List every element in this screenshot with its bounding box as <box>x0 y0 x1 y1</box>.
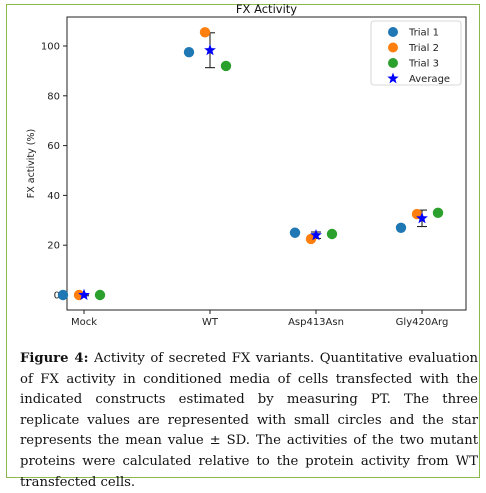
y-axis-label: FX activity (%) <box>26 129 37 198</box>
legend-box <box>370 20 462 86</box>
legend-marker-circle <box>388 42 398 53</box>
chart-title: FX Activity <box>236 2 297 16</box>
trial-point <box>199 27 211 38</box>
plot-area <box>66 16 467 311</box>
legend-marker-circle <box>388 58 398 68</box>
caption-label: Figure 4: <box>20 351 89 366</box>
legend-label: Average <box>409 74 450 85</box>
trial-point <box>183 47 195 58</box>
average-star <box>310 229 322 241</box>
x-tick-label: Asp413Asn <box>288 317 344 328</box>
figure-caption: Figure 4: Activity of secreted FX varian… <box>20 349 478 493</box>
data-markers <box>57 27 444 301</box>
y-tick-label: 100 <box>41 42 60 53</box>
average-star <box>416 212 428 224</box>
trial-point <box>94 289 106 301</box>
trial-point <box>57 289 69 301</box>
y-tick-label: 80 <box>47 91 60 102</box>
trial-point <box>395 222 407 233</box>
legend-label: Trial 3 <box>408 59 439 70</box>
trial-point <box>326 228 338 240</box>
x-tick-label: WT <box>202 317 219 328</box>
y-tick-label: 60 <box>47 141 60 152</box>
legend: Trial 1 Trial 2 Trial 3 Average <box>370 20 462 86</box>
fx-activity-chart: FX Activity FX activity (%) 0 20 40 60 80 100… <box>26 2 467 329</box>
legend-marker-star <box>387 72 399 84</box>
legend-label: Trial 2 <box>408 43 439 54</box>
x-tick-label: Gly420Arg <box>396 317 449 328</box>
axis-ticks: 0 20 40 60 80 100 Mock WT Asp413Asn Gly420Arg <box>41 42 448 329</box>
legend-label: Trial 1 <box>408 28 439 39</box>
average-star <box>204 44 216 56</box>
legend-marker-circle <box>388 27 398 37</box>
y-tick-label: 40 <box>47 191 60 202</box>
y-tick-label: 0 <box>54 291 60 302</box>
trial-point <box>220 60 232 72</box>
caption-text: Activity of secreted FX variants. Quanti… <box>20 351 479 490</box>
trial-point <box>432 207 444 219</box>
average-star <box>78 288 90 301</box>
trial-point <box>289 227 301 238</box>
y-tick-label: 20 <box>47 241 60 252</box>
x-tick-label: Mock <box>71 317 97 328</box>
